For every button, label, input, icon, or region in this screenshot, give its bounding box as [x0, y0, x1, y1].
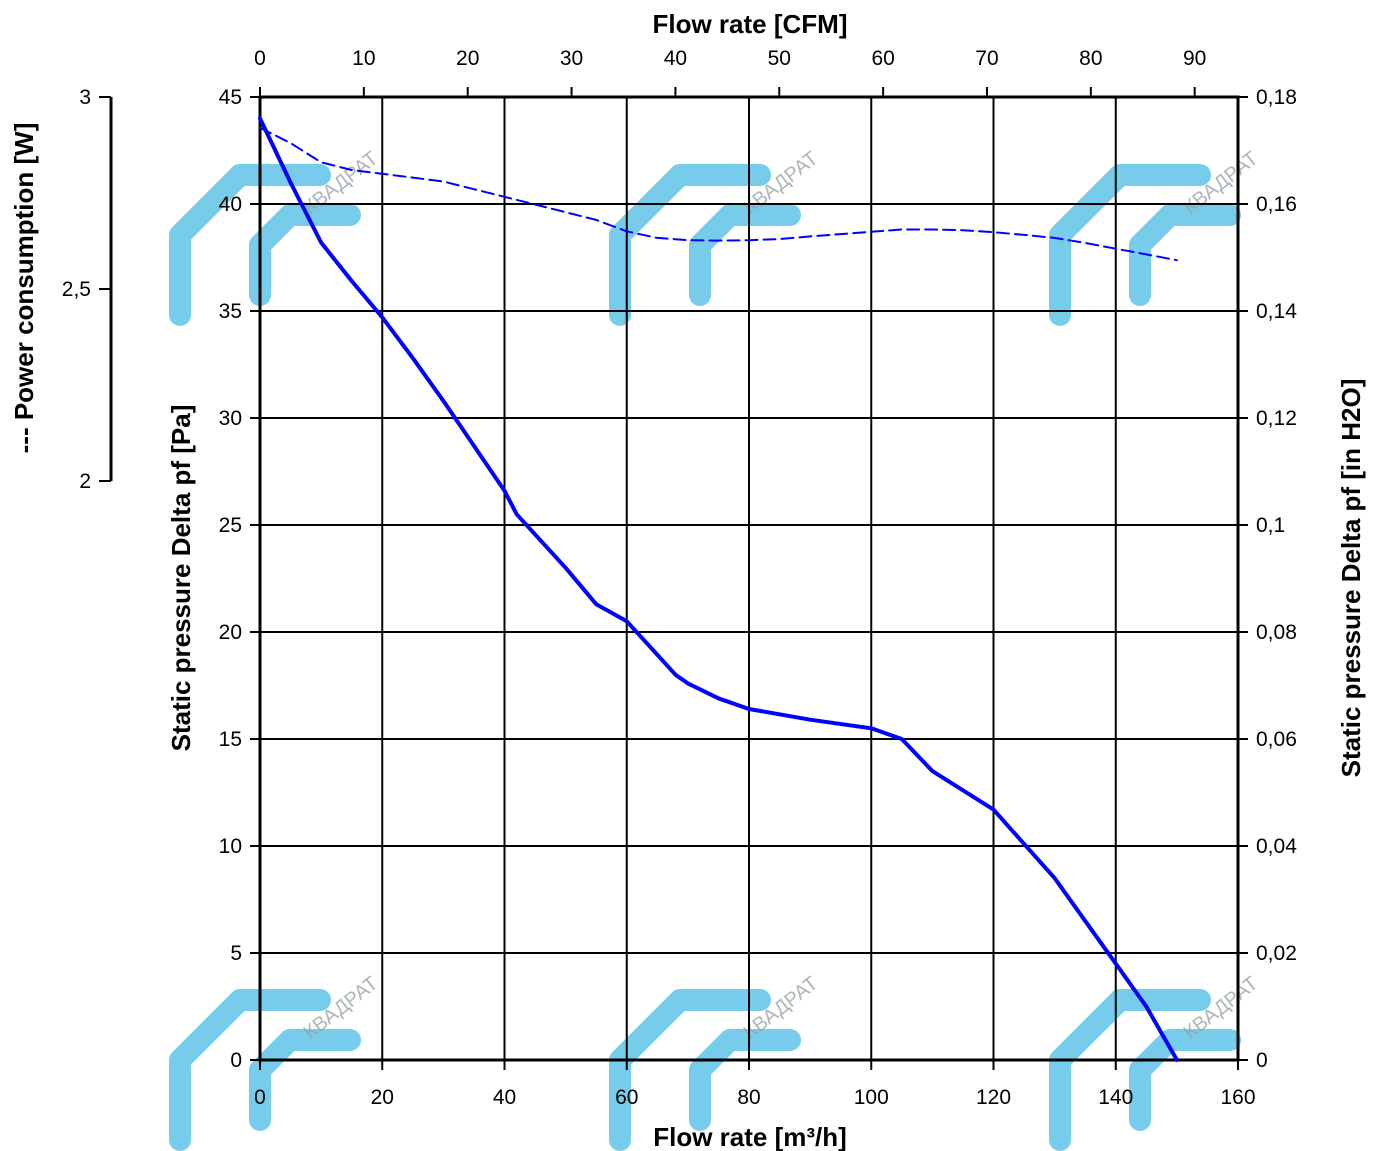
y-left-tick-label: 0 [230, 1049, 242, 1072]
series-layer [258, 116, 1179, 1062]
kvadrat-logo-icon: КВАДРАТ [609, 148, 822, 326]
kvadrat-logo-icon: КВАДРАТ [609, 973, 822, 1151]
x-bottom-tick-label: 40 [493, 1086, 516, 1109]
logo-stroke-inner [689, 204, 801, 306]
logo-stroke-inner [1129, 204, 1241, 306]
x-bottom-tick-label: 80 [737, 1086, 760, 1109]
y-right-axis-title: Static pressure Delta pf [in H2O] [1336, 379, 1366, 778]
y-right-tick-label: 0,12 [1256, 407, 1297, 430]
x-top-tick-label: 40 [664, 47, 687, 70]
kvadrat-logo-icon: КВАДРАТ [169, 973, 382, 1151]
x-bottom-tick-label: 100 [854, 1086, 889, 1109]
plot-grid [258, 95, 1240, 1062]
logo-stroke-outer [169, 164, 331, 326]
x-top-tick-label: 60 [871, 47, 894, 70]
x-bottom-axis-title: Flow rate [m³/h] [653, 1122, 847, 1151]
y-right-tick-label: 0,06 [1256, 728, 1297, 751]
y-left-tick-label: 45 [219, 86, 242, 109]
x-bottom-tick-label: 120 [976, 1086, 1011, 1109]
y-right-tick-label: 0,02 [1256, 942, 1297, 965]
logo-stroke-inner [249, 204, 361, 306]
logo-stroke-inner [1129, 1029, 1241, 1131]
x-top-tick-label: 50 [768, 47, 791, 70]
logo-stroke-outer [609, 989, 771, 1151]
x-top-tick-label: 0 [254, 47, 266, 70]
x-top-tick-label: 30 [560, 47, 583, 70]
kvadrat-logo-icon: КВАДРАТ [1049, 148, 1262, 326]
y-power-tick-label: 3 [79, 86, 91, 109]
y-left-tick-label: 15 [219, 728, 242, 751]
y-power-axis-title: --- Power consumption [W] [9, 123, 39, 454]
y-right-tick-label: 0,1 [1256, 514, 1285, 537]
y-left-tick-label: 35 [219, 300, 242, 323]
y-right-tick-label: 0,04 [1256, 835, 1297, 858]
x-top-tick-label: 10 [352, 47, 375, 70]
x-top-tick-label: 80 [1079, 47, 1102, 70]
y-left-axis-title: Static pressure Delta pf [Pa] [166, 405, 196, 752]
x-top-tick-label: 90 [1183, 47, 1206, 70]
logo-stroke-inner [689, 1029, 801, 1131]
kvadrat-logo-icon: КВАДРАТ [1049, 973, 1262, 1151]
x-bottom-tick-label: 140 [1098, 1086, 1133, 1109]
y-left-tick-label: 30 [219, 407, 242, 430]
y-right-tick-label: 0,14 [1256, 300, 1297, 323]
x-bottom-tick-label: 160 [1220, 1086, 1255, 1109]
kvadrat-logo-icon: КВАДРАТ [169, 148, 382, 326]
x-bottom-tick-label: 20 [371, 1086, 394, 1109]
static-pressure-line [258, 116, 1179, 1062]
y-left-tick-label: 10 [219, 835, 242, 858]
y-right-tick-label: 0,18 [1256, 86, 1297, 109]
power-consumption-line [259, 126, 1178, 262]
x-top-axis-title: Flow rate [CFM] [653, 9, 848, 39]
y-power-tick-label: 2,5 [62, 278, 91, 301]
y-left-tick-label: 20 [219, 621, 242, 644]
x-bottom-tick-label: 0 [254, 1086, 266, 1109]
y-right-tick-label: 0,16 [1256, 193, 1297, 216]
y-left-tick-label: 5 [230, 942, 242, 965]
logo-stroke-outer [169, 989, 331, 1151]
y-power-tick-label: 2 [79, 470, 91, 493]
x-top-tick-label: 70 [975, 47, 998, 70]
y-left-tick-label: 25 [219, 514, 242, 537]
logo-stroke-outer [1049, 989, 1211, 1151]
y-left-tick-label: 40 [219, 193, 242, 216]
x-bottom-tick-label: 60 [615, 1086, 638, 1109]
y-right-tick-label: 0 [1256, 1049, 1268, 1072]
x-top-tick-label: 20 [456, 47, 479, 70]
watermark-layer: КВАДРАТ КВАДРАТ КВАДРАТ КВАДРАТ КВАДРАТ КВАДР… [169, 148, 1262, 1151]
logo-stroke-inner [249, 1029, 361, 1131]
y-right-tick-label: 0,08 [1256, 621, 1297, 644]
